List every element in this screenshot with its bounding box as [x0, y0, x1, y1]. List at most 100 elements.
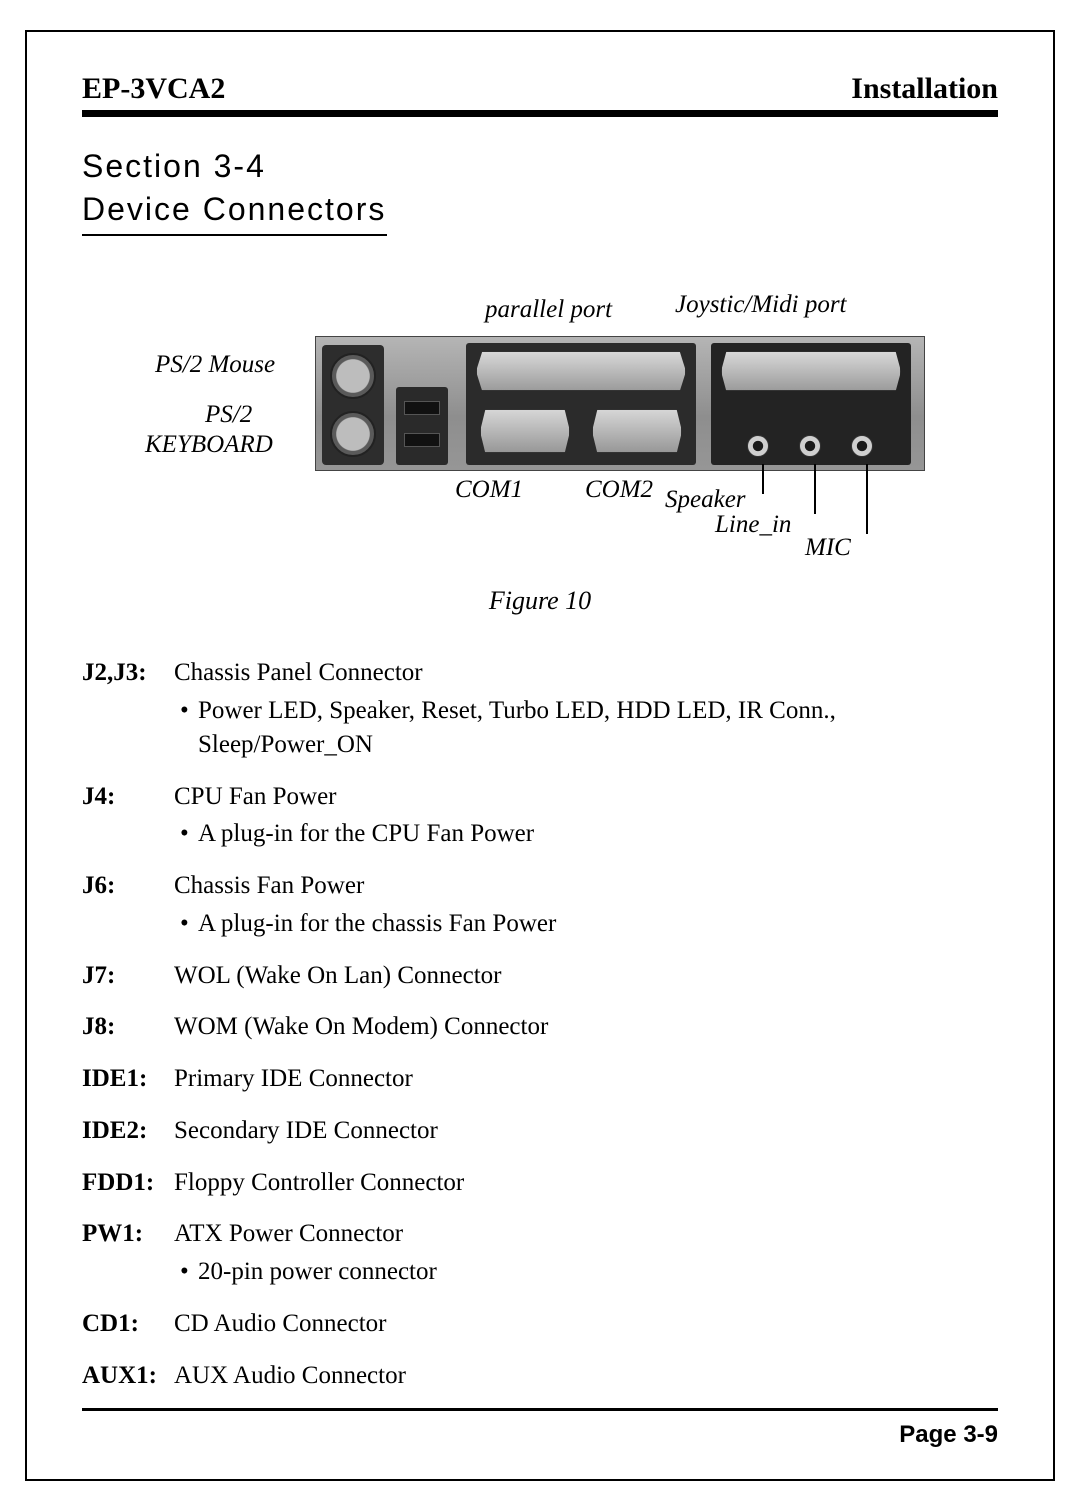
definition-bullet: •20-pin power connector — [174, 1255, 998, 1289]
page: EP-3VCA2 Installation Section 3-4 Device… — [0, 0, 1080, 1511]
label-com1: COM1 — [455, 476, 523, 504]
definition-text: CPU Fan Power — [174, 780, 998, 814]
bullet-text: A plug-in for the chassis Fan Power — [198, 907, 556, 941]
usb-port-2 — [404, 433, 440, 447]
definition-label: AUX1: — [82, 1359, 174, 1393]
leader-mic — [866, 464, 868, 534]
definition-bullet: •Power LED, Speaker, Reset, Turbo LED, H… — [174, 694, 998, 762]
definition-row: J6:Chassis Fan Power •A plug-in for the c… — [82, 869, 998, 941]
definition-label: IDE2: — [82, 1114, 174, 1148]
definition-bullet: •A plug-in for the CPU Fan Power — [174, 817, 998, 851]
definition-text: Chassis Fan Power — [174, 869, 998, 903]
definition-body: CPU Fan Power•A plug-in for the CPU Fan … — [174, 780, 998, 852]
label-parallel: parallel port — [485, 296, 612, 324]
mic-jack — [851, 435, 873, 457]
ps2-mouse-port — [330, 353, 376, 399]
definition-label: J2,J3: — [82, 656, 174, 761]
definition-row: J7:WOL (Wake On Lan) Connector — [82, 959, 998, 993]
definition-text: ATX Power Connector — [174, 1217, 998, 1251]
speaker-jack — [747, 435, 769, 457]
bullet-marker: • — [174, 694, 198, 762]
joystick-audio-block — [711, 343, 911, 465]
definition-row: IDE2:Secondary IDE Connector — [82, 1114, 998, 1148]
bullet-marker: • — [174, 1255, 198, 1289]
section-underline — [82, 234, 387, 236]
label-ps2-mouse: PS/2 Mouse — [155, 351, 275, 379]
footer: Page 3-9 — [82, 1408, 998, 1449]
definition-body: WOM (Wake On Modem) Connector — [174, 1010, 998, 1044]
definition-label: PW1: — [82, 1217, 174, 1289]
bullet-text: Power LED, Speaker, Reset, Turbo LED, HD… — [198, 694, 998, 762]
definition-row: CD1:CD Audio Connector — [82, 1307, 998, 1341]
connector-diagram: parallel port Joystic/Midi port PS/2 Mou… — [135, 296, 945, 576]
ps2-keyboard-port — [330, 411, 376, 457]
definitions-list: J2,J3:Chassis Panel Connector•Power LED,… — [82, 656, 998, 1392]
header-right: Installation — [851, 72, 998, 106]
page-frame: EP-3VCA2 Installation Section 3-4 Device… — [25, 30, 1055, 1481]
definition-row: J4:CPU Fan Power•A plug-in for the CPU F… — [82, 780, 998, 852]
com2-port — [592, 409, 682, 453]
definition-body: Primary IDE Connector — [174, 1062, 998, 1096]
bullet-marker: • — [174, 907, 198, 941]
bullet-text: 20-pin power connector — [198, 1255, 437, 1289]
com1-port — [480, 409, 570, 453]
label-com2: COM2 — [585, 476, 653, 504]
definition-row: FDD1:Floppy Controller Connector — [82, 1166, 998, 1200]
definition-label: J7: — [82, 959, 174, 993]
definition-row: IDE1:Primary IDE Connector — [82, 1062, 998, 1096]
leader-speaker — [762, 464, 764, 494]
definition-text: Primary IDE Connector — [174, 1062, 998, 1096]
definition-body: Chassis Panel Connector •Power LED, Speak… — [174, 656, 998, 761]
definition-row: AUX1:AUX Audio Connector — [82, 1359, 998, 1393]
definition-text: Secondary IDE Connector — [174, 1114, 998, 1148]
bullet-text: A plug-in for the CPU Fan Power — [198, 817, 534, 851]
backpanel-photo — [315, 336, 925, 471]
bullet-marker: • — [174, 817, 198, 851]
header-left: EP-3VCA2 — [82, 72, 225, 106]
leader-linein — [814, 464, 816, 514]
label-mic: MIC — [805, 534, 851, 562]
label-linein: Line_in — [715, 511, 791, 539]
definition-label: J6: — [82, 869, 174, 941]
definition-body: Chassis Fan Power •A plug-in for the chas… — [174, 869, 998, 941]
page-number: Page 3-9 — [82, 1421, 998, 1449]
definition-body: AUX Audio Connector — [174, 1359, 998, 1393]
definition-label: FDD1: — [82, 1166, 174, 1200]
definition-text: Floppy Controller Connector — [174, 1166, 998, 1200]
definition-label: J4: — [82, 780, 174, 852]
linein-jack — [799, 435, 821, 457]
figure-caption: Figure 10 — [82, 586, 998, 616]
label-joystick: Joystic/Midi port — [675, 291, 847, 319]
section-number: Section 3-4 — [82, 145, 998, 188]
definition-body: Floppy Controller Connector — [174, 1166, 998, 1200]
definition-text: CD Audio Connector — [174, 1307, 998, 1341]
parallel-port — [476, 351, 686, 391]
header-rule — [82, 110, 998, 117]
ps2-stack — [322, 345, 384, 465]
definition-label: IDE1: — [82, 1062, 174, 1096]
usb-port-1 — [404, 401, 440, 415]
section-heading: Section 3-4 Device Connectors — [82, 145, 998, 231]
label-speaker: Speaker — [665, 486, 746, 514]
running-header: EP-3VCA2 Installation — [82, 72, 998, 106]
definition-text: WOM (Wake On Modem) Connector — [174, 1010, 998, 1044]
definition-label: J8: — [82, 1010, 174, 1044]
definition-body: CD Audio Connector — [174, 1307, 998, 1341]
definition-row: J2,J3:Chassis Panel Connector •Power LED,… — [82, 656, 998, 761]
definition-bullet: •A plug-in for the chassis Fan Power — [174, 907, 998, 941]
definition-label: CD1: — [82, 1307, 174, 1341]
definition-text: AUX Audio Connector — [174, 1359, 998, 1393]
definition-body: Secondary IDE Connector — [174, 1114, 998, 1148]
definition-text: WOL (Wake On Lan) Connector — [174, 959, 998, 993]
definition-row: J8:WOM (Wake On Modem) Connector — [82, 1010, 998, 1044]
definition-body: ATX Power Connector •20-pin power connect… — [174, 1217, 998, 1289]
definition-row: PW1:ATX Power Connector •20-pin power con… — [82, 1217, 998, 1289]
footer-rule — [82, 1408, 998, 1411]
joystick-port — [721, 351, 901, 391]
definition-text: Chassis Panel Connector — [174, 656, 998, 690]
parallel-block — [466, 343, 696, 465]
label-ps2-kbd1: PS/2 — [205, 401, 252, 429]
section-name: Device Connectors — [82, 188, 998, 231]
usb-stack — [396, 387, 448, 465]
definition-body: WOL (Wake On Lan) Connector — [174, 959, 998, 993]
